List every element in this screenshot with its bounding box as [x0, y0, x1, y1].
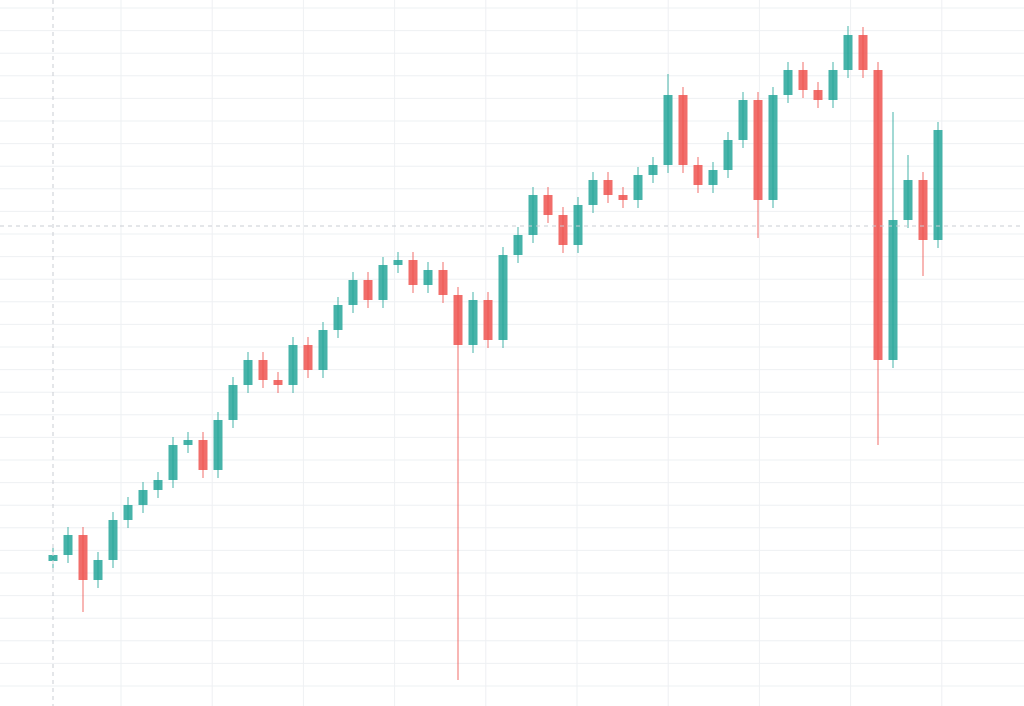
candle-body — [693, 165, 703, 185]
candle-body — [888, 220, 898, 360]
candle-body — [933, 130, 943, 240]
candle-body — [618, 195, 628, 200]
candle-body — [813, 90, 823, 100]
candle-body — [783, 70, 793, 95]
candle-body — [288, 345, 298, 385]
candle-body — [828, 70, 838, 100]
candle-body — [798, 70, 808, 90]
candle-body — [513, 235, 523, 255]
candle-body — [903, 180, 913, 220]
candle-body — [498, 255, 508, 340]
candle-body — [678, 95, 688, 165]
candle-body — [123, 505, 133, 520]
candle-body — [603, 180, 613, 195]
candle-body — [528, 195, 538, 235]
candle-body — [303, 345, 313, 370]
candle-body — [213, 420, 223, 470]
candle-body — [858, 35, 868, 70]
candle-body — [243, 360, 253, 385]
candle-body — [558, 215, 568, 245]
candle-body — [408, 260, 418, 285]
candle-body — [153, 480, 163, 490]
candle-body — [633, 175, 643, 200]
candle-body — [588, 180, 598, 205]
candle-body — [108, 520, 118, 560]
candle-body — [873, 70, 883, 360]
candle-body — [228, 385, 238, 420]
candle-body — [198, 440, 208, 470]
candle-body — [138, 490, 148, 505]
candle-body — [738, 100, 748, 140]
candle-body — [423, 270, 433, 285]
candle-body — [483, 300, 493, 340]
candle-body — [78, 535, 88, 580]
candle-body — [363, 280, 373, 300]
candle-body — [318, 330, 328, 370]
candle-body — [843, 35, 853, 70]
candle-body — [438, 270, 448, 295]
candle-body — [183, 440, 193, 445]
candle-body — [573, 205, 583, 245]
candle-body — [348, 280, 358, 305]
candle-body — [333, 305, 343, 330]
candle-body — [768, 95, 778, 200]
candle-body — [708, 170, 718, 185]
candle-body — [393, 260, 403, 265]
candle-body — [63, 535, 73, 555]
candle-body — [93, 560, 103, 580]
candle-body — [468, 300, 478, 345]
candle-body — [168, 445, 178, 480]
candle-body — [543, 195, 553, 215]
candle-body — [648, 165, 658, 175]
candle-body — [378, 265, 388, 300]
candle-body — [258, 360, 268, 380]
candle-body — [753, 100, 763, 200]
candle-body — [723, 140, 733, 170]
candle-body — [453, 295, 463, 345]
candles — [48, 26, 943, 680]
candle-body — [273, 380, 283, 385]
candle-body — [918, 180, 928, 240]
candle-body — [48, 555, 58, 561]
candle-body — [663, 95, 673, 165]
